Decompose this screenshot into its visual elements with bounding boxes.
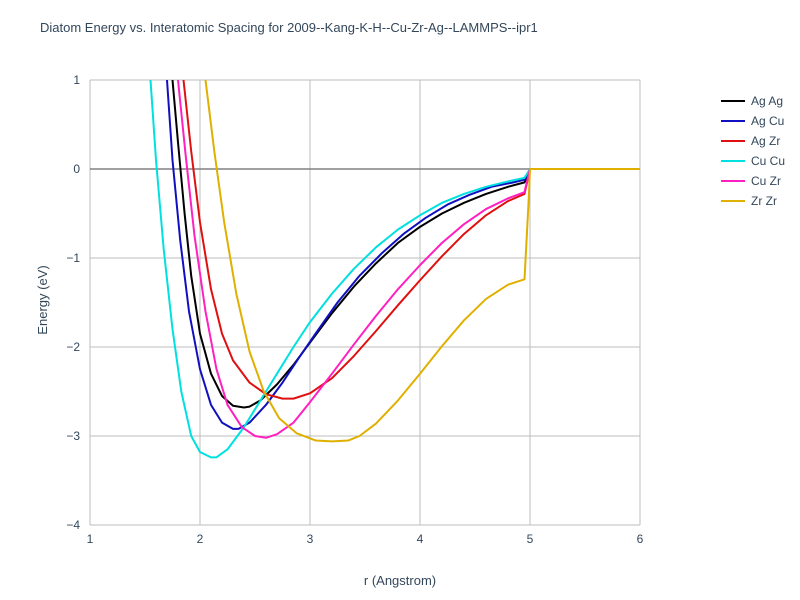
- legend-label: Zr Zr: [751, 194, 777, 208]
- plot-area: 1 2 3 4 5 6 −4 −3 −2 −1 0 1: [0, 0, 800, 600]
- legend-swatch: [721, 180, 745, 182]
- y-tick-label: 0: [73, 162, 80, 176]
- y-tick-label: 1: [73, 73, 80, 87]
- x-tick-label: 3: [307, 532, 314, 546]
- chart-container: Diatom Energy vs. Interatomic Spacing fo…: [0, 0, 800, 600]
- legend: Ag Ag Ag Cu Ag Zr Cu Cu Cu Zr Zr Zr: [721, 90, 785, 212]
- legend-swatch: [721, 120, 745, 122]
- y-tick-label: −1: [66, 251, 80, 265]
- legend-swatch: [721, 200, 745, 202]
- legend-item: Zr Zr: [721, 192, 785, 210]
- x-tick-label: 6: [637, 532, 644, 546]
- legend-label: Ag Zr: [751, 134, 780, 148]
- legend-label: Ag Ag: [751, 94, 783, 108]
- legend-swatch: [721, 140, 745, 142]
- legend-swatch: [721, 100, 745, 102]
- legend-item: Cu Zr: [721, 172, 785, 190]
- legend-label: Cu Zr: [751, 174, 781, 188]
- legend-item: Ag Cu: [721, 112, 785, 130]
- x-tick-label: 4: [417, 532, 424, 546]
- legend-item: Cu Cu: [721, 152, 785, 170]
- x-tick-label: 1: [87, 532, 94, 546]
- x-tick-label: 5: [527, 532, 534, 546]
- y-tick-label: −4: [66, 518, 80, 532]
- y-tick-label: −2: [66, 340, 80, 354]
- legend-swatch: [721, 160, 745, 162]
- legend-label: Ag Cu: [751, 114, 784, 128]
- x-tick-label: 2: [197, 532, 204, 546]
- legend-item: Ag Zr: [721, 132, 785, 150]
- legend-label: Cu Cu: [751, 154, 785, 168]
- y-tick-label: −3: [66, 429, 80, 443]
- legend-item: Ag Ag: [721, 92, 785, 110]
